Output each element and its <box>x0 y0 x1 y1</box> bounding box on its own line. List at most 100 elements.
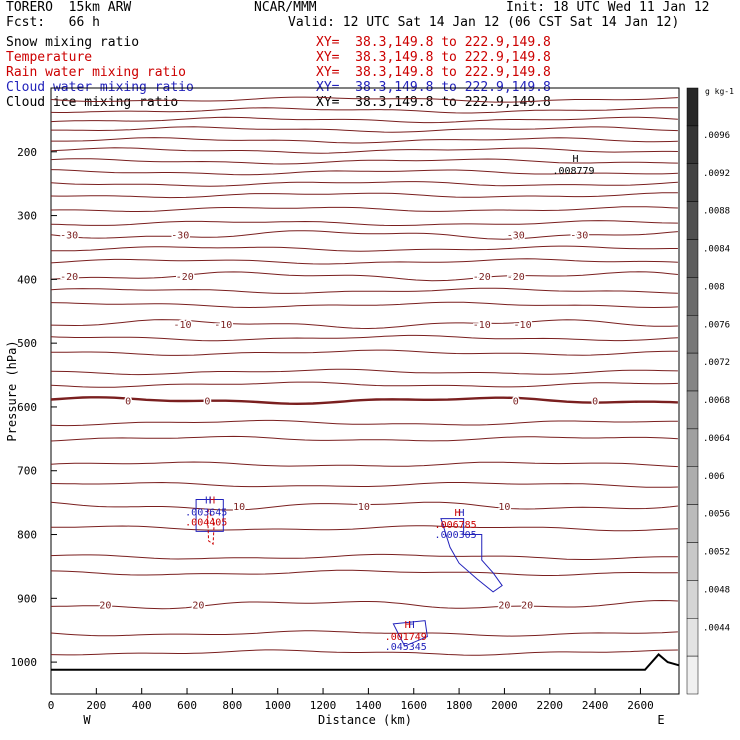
temperature-label: 20 <box>521 601 533 612</box>
field-name-temperature: Temperature <box>6 50 93 65</box>
temperature-label: -10 <box>214 320 232 331</box>
colorbar-label: .0088 <box>703 207 730 217</box>
extremum-value: .004405 <box>185 517 227 528</box>
colorbar-label: .0064 <box>703 434 730 444</box>
colorbar-label: .008 <box>703 282 725 292</box>
x-end-label-west: W <box>83 713 91 727</box>
field-xy-snow: XY= 38.3,149.8 to 222.9,149.8 <box>316 35 551 50</box>
x-end-label-east: E <box>657 713 664 727</box>
temperature-contour--10 <box>50 319 678 330</box>
extremum-marker: H <box>459 508 465 519</box>
temperature-label: 0 <box>513 397 519 408</box>
temperature-contour-line <box>51 349 678 356</box>
temperature-label: 10 <box>498 502 510 513</box>
terrain-line <box>51 653 680 671</box>
x-tick-label: 1800 <box>446 699 473 712</box>
colorbar-swatch <box>686 352 699 392</box>
temperature-contour-line <box>50 368 678 376</box>
x-tick-label: 0 <box>48 699 55 712</box>
field-name-cloud-water: Cloud water mixing ratio <box>6 80 194 95</box>
x-tick-label: 1600 <box>400 699 427 712</box>
colorbar-swatch <box>686 580 699 619</box>
temperature-label: 0 <box>125 397 131 408</box>
cloud-water-contour <box>195 498 224 532</box>
model-title: TORERO 15km ARW <box>6 0 132 15</box>
colorbar-label: .0048 <box>703 585 730 595</box>
extremum-marker: H <box>205 495 211 506</box>
colorbar-label: .0072 <box>703 358 730 368</box>
extremum-value: .045345 <box>385 642 427 653</box>
field-name-cloud-ice: Cloud ice mixing ratio <box>6 95 179 110</box>
rain-water-contour <box>206 508 215 546</box>
extremum-marker: H <box>455 508 461 519</box>
temperature-contour-line <box>50 481 678 488</box>
field-xy-rain: XY= 38.3,149.8 to 222.9,149.8 <box>316 65 551 80</box>
temperature-contour-line <box>50 192 678 199</box>
temperature-label: 20 <box>99 601 111 612</box>
field-xy-temperature: XY= 38.3,149.8 to 222.9,149.8 <box>316 50 551 65</box>
temperature-label: -30 <box>507 231 525 242</box>
temperature-contour-line <box>50 220 678 226</box>
colorbar-unit: g kg-1 <box>705 87 734 96</box>
temperature-contour-line <box>50 569 678 576</box>
x-tick-label: 1000 <box>264 699 291 712</box>
colorbar-swatch <box>686 655 699 695</box>
y-tick-label: 400 <box>17 273 37 286</box>
x-tick-label: 800 <box>222 699 242 712</box>
colorbar-swatch <box>686 504 699 543</box>
x-tick-label: 1400 <box>355 699 382 712</box>
colorbar-swatch <box>686 466 699 505</box>
temperature-contour-line <box>50 649 678 656</box>
colorbar-swatch <box>686 239 699 278</box>
temperature-label: -10 <box>173 320 191 331</box>
y-tick-label: 500 <box>17 337 37 350</box>
colorbar-swatch <box>686 201 699 240</box>
forecast-hour: Fcst: 66 h <box>6 15 100 30</box>
extremum-marker: H <box>405 620 411 631</box>
init-time: Init: 18 UTC Wed 11 Jan 12 <box>506 0 710 15</box>
extremum-value: .008779 <box>552 166 594 177</box>
colorbar-swatch <box>686 163 699 202</box>
x-tick-label: 600 <box>177 699 197 712</box>
colorbar-label: .0084 <box>703 245 730 255</box>
y-tick-label: 700 <box>17 465 37 478</box>
temperature-label: 0 <box>204 397 210 408</box>
temperature-label: -20 <box>473 272 491 283</box>
x-tick-label: 2000 <box>491 699 518 712</box>
temperature-label: -20 <box>176 272 194 283</box>
temperature-contour-line <box>50 116 678 124</box>
temperature-label: 10 <box>233 502 245 513</box>
colorbar-swatch <box>686 618 699 657</box>
temperature-contour-line <box>50 381 678 388</box>
y-tick-label: 200 <box>17 146 37 159</box>
temperature-contour-line <box>50 206 678 212</box>
field-name-snow: Snow mixing ratio <box>6 35 140 50</box>
colorbar-swatch <box>686 125 699 164</box>
temperature-contour--20 <box>50 271 678 282</box>
colorbar-swatch <box>686 277 699 316</box>
extremum-value: .000305 <box>435 530 477 541</box>
extremum-value: .001749 <box>385 632 427 643</box>
temperature-label: -20 <box>507 272 525 283</box>
temperature-label: 20 <box>498 601 510 612</box>
colorbar-swatch <box>686 428 699 467</box>
center-title: NCAR/MMM <box>254 0 317 15</box>
colorbar-label: .0096 <box>703 131 730 141</box>
field-name-rain: Rain water mixing ratio <box>6 65 187 80</box>
colorbar-label: .0044 <box>703 623 730 633</box>
temperature-contour--30 <box>50 230 678 240</box>
temperature-label: -30 <box>60 231 78 242</box>
temperature-label: 10 <box>358 502 370 513</box>
extremum-marker: H <box>209 495 215 506</box>
temperature-contour-line <box>50 147 678 154</box>
temperature-label: 0 <box>592 397 598 408</box>
extremum-value: .006785 <box>435 520 477 531</box>
cloud-water-contour <box>392 620 428 647</box>
temperature-contour-line <box>50 258 678 265</box>
temperature-contour-line <box>50 96 678 103</box>
temperature-contour-line <box>50 181 678 187</box>
temperature-contour-line <box>51 525 678 532</box>
colorbar-swatch <box>686 542 699 581</box>
x-tick-label: 2400 <box>582 699 609 712</box>
